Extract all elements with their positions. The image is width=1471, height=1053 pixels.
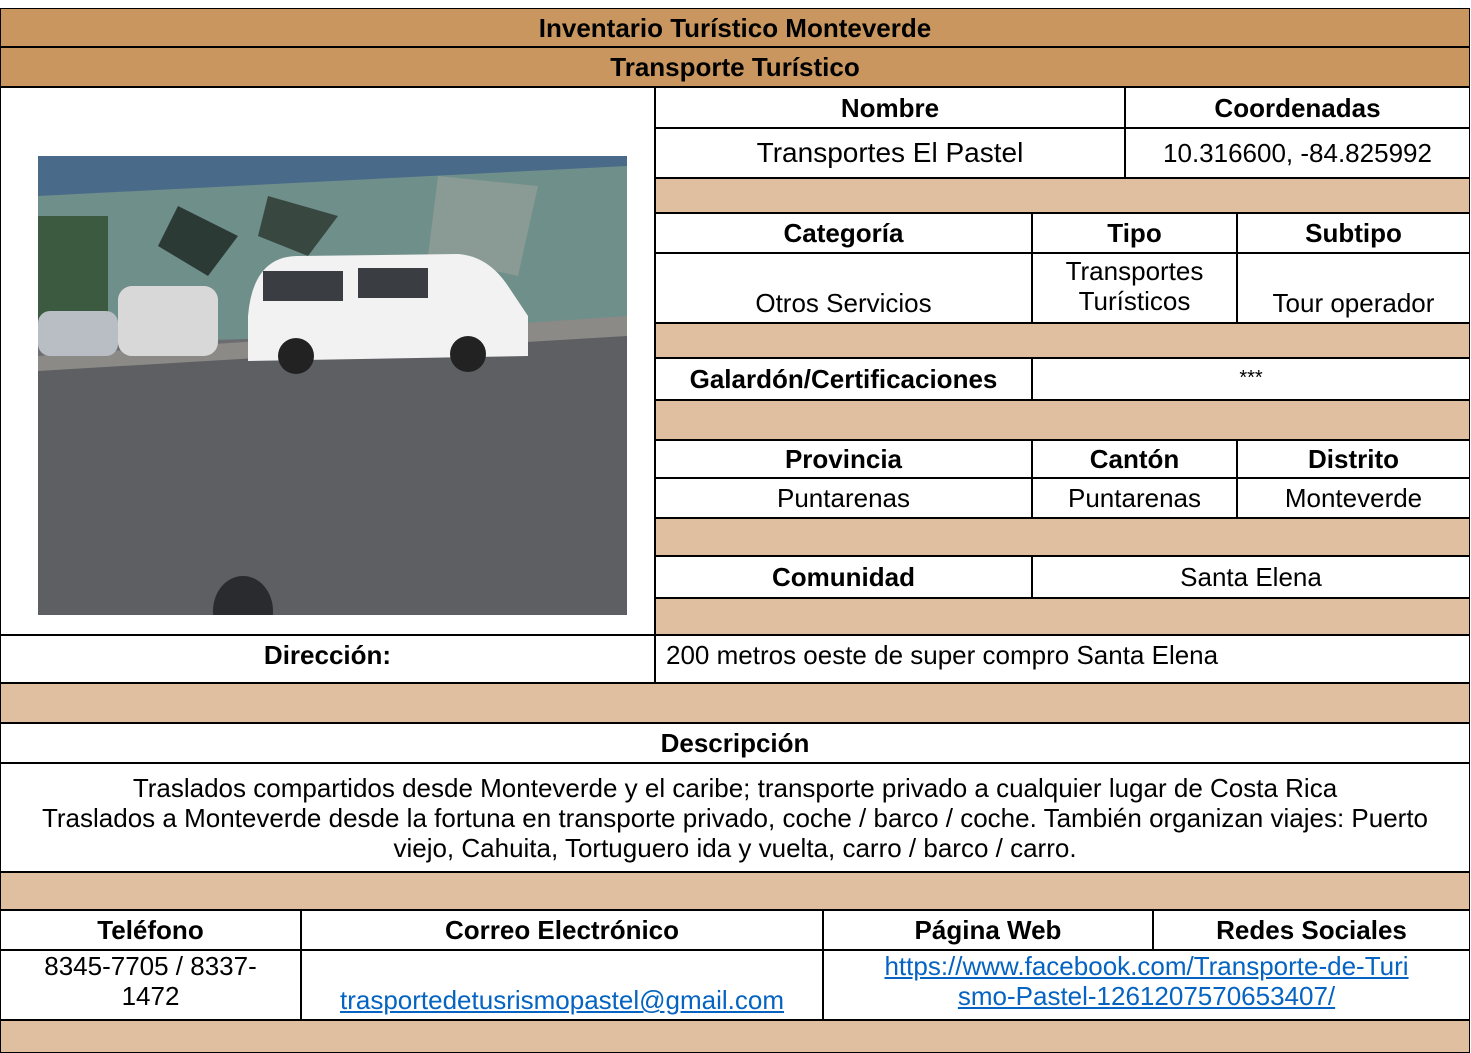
spacer — [655, 323, 1470, 358]
spacer — [0, 1020, 1470, 1053]
community-label: Comunidad — [655, 556, 1032, 598]
name-value: Transportes El Pastel — [655, 128, 1125, 178]
subtype-value: Tour operador — [1237, 253, 1470, 323]
email-cell: trasportedetusrismopastel@gmail.com — [301, 950, 823, 1020]
description: Traslados compartidos desde Monteverde y… — [0, 763, 1470, 872]
web-cell: https://www.facebook.com/Transporte-de-T… — [823, 950, 1470, 1020]
district-label: Distrito — [1237, 440, 1470, 478]
spacer — [655, 518, 1470, 556]
web-label: Página Web — [823, 910, 1153, 950]
name-label: Nombre — [655, 87, 1125, 128]
address-value: 200 metros oeste de super compro Santa E… — [655, 635, 1470, 683]
description-label: Descripción — [0, 723, 1470, 763]
category-value: Otros Servicios — [655, 253, 1032, 323]
social-label: Redes Sociales — [1153, 910, 1470, 950]
web-link[interactable]: https://www.facebook.com/Transporte-de-T… — [884, 951, 1409, 1011]
type-value: Transportes Turísticos — [1032, 253, 1237, 323]
spacer — [0, 872, 1470, 910]
phone-value: 8345-7705 / 8337-1472 — [0, 950, 301, 1020]
spacer — [655, 400, 1470, 440]
spacer — [655, 598, 1470, 635]
canton-label: Cantón — [1032, 440, 1237, 478]
title: Inventario Turístico Monteverde — [0, 8, 1470, 47]
type-label: Tipo — [1032, 213, 1237, 253]
subtype-label: Subtipo — [1237, 213, 1470, 253]
spacer — [655, 178, 1470, 213]
photo — [38, 156, 627, 615]
email-label: Correo Electrónico — [301, 910, 823, 950]
award-value: *** — [1032, 358, 1470, 400]
province-value: Puntarenas — [655, 478, 1032, 518]
description-paragraph: Traslados compartidos desde Monteverde y… — [132, 772, 1338, 803]
address-label: Dirección: — [0, 635, 655, 683]
coords-label: Coordenadas — [1125, 87, 1470, 128]
community-value: Santa Elena — [1032, 556, 1470, 598]
district-value: Monteverde — [1237, 478, 1470, 518]
canton-value: Puntarenas — [1032, 478, 1237, 518]
subtitle: Transporte Turístico — [0, 47, 1470, 87]
province-label: Provincia — [655, 440, 1032, 478]
award-label: Galardón/Certificaciones — [655, 358, 1032, 400]
photo-cell — [0, 87, 655, 635]
coords-value: 10.316600, -84.825992 — [1125, 128, 1470, 178]
spacer — [0, 683, 1470, 723]
description-paragraph: Traslados a Monteverde desde la fortuna … — [41, 802, 1429, 863]
category-label: Categoría — [655, 213, 1032, 253]
email-link[interactable]: trasportedetusrismopastel@gmail.com — [339, 985, 784, 1015]
phone-label: Teléfono — [0, 910, 301, 950]
